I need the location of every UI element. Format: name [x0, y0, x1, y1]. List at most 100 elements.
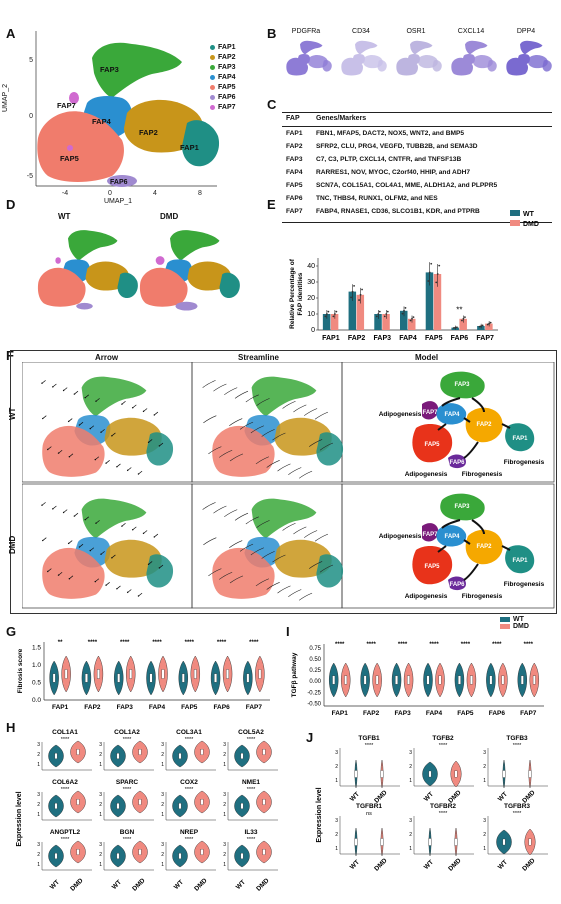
svg-text:FAP5: FAP5 [424, 564, 440, 570]
svg-text:3: 3 [99, 842, 102, 848]
umap-legend-dot [210, 44, 215, 50]
violin-xtick: FAP3 [394, 710, 411, 717]
violin-group-fap4 [423, 662, 445, 698]
violin-ytick: 0.00 [309, 679, 321, 685]
violin-ytick: 0.0 [32, 697, 41, 704]
umap-legend-label: FAP4 [218, 73, 236, 81]
svg-text:3: 3 [161, 742, 164, 748]
umap-legend: FAP1 FAP2 FAP3 FAP4 FAP5 FAP6 FAP7 [210, 42, 236, 112]
violin-xtick: FAP5 [457, 710, 474, 717]
gene-name: TGFB2 [432, 735, 454, 742]
violin-group-fap4 [146, 655, 168, 696]
violin-group-fap1 [329, 662, 351, 698]
svg-text:3: 3 [161, 842, 164, 848]
marker-plot-osr1: OSR1 [390, 28, 442, 82]
expression-xlabel: DMD [521, 857, 537, 873]
svg-text:FAP2: FAP2 [476, 422, 492, 428]
violin-significance: **** [398, 642, 408, 648]
table-header: FAP Genes/Markers [286, 115, 366, 122]
svg-text:2: 2 [409, 832, 412, 838]
svg-text:-5: -5 [27, 173, 33, 180]
table-header-genes: Genes/Markers [316, 115, 367, 122]
svg-text:FAP3: FAP3 [454, 382, 470, 388]
bar-ytick: 0 [311, 327, 315, 334]
svg-text:1: 1 [37, 812, 40, 818]
svg-text:FAP4: FAP4 [444, 534, 460, 540]
umap-legend-dot [210, 54, 215, 60]
panel-letter-g: G [6, 624, 17, 639]
violin-group-fap1 [49, 655, 71, 696]
panel-letter-f: F [6, 348, 14, 363]
umap-legend-item: FAP1 [210, 42, 236, 52]
table-cell-fap: FAP3 [286, 156, 303, 163]
model-label-fibrogenesis: Fibrogenesis [504, 459, 545, 466]
gene-significance: **** [61, 737, 70, 743]
svg-text:FAP6: FAP6 [449, 582, 465, 588]
bar-xtick: FAP6 [451, 335, 469, 342]
gene-significance: **** [365, 743, 374, 749]
bar-dmd-fap4 [408, 318, 416, 330]
velocity-row-wt: WT [8, 407, 17, 420]
bar-wt-fap3 [374, 314, 382, 330]
gene-significance: **** [247, 837, 256, 843]
bar-dmd-fap5 [433, 274, 442, 330]
umap-legend-label: FAP2 [218, 53, 236, 61]
marker-plot-title: CXCL14 [457, 28, 485, 35]
expression-xlabel: DMD [447, 857, 463, 873]
svg-text:1: 1 [99, 762, 102, 768]
gene-significance: **** [123, 787, 132, 793]
wt-dmd-legend: WT DMD [500, 616, 529, 630]
umap-legend-label: FAP3 [218, 63, 236, 71]
violin-significance: **** [335, 642, 345, 648]
violin-xtick: FAP6 [489, 710, 506, 717]
svg-text:FAP1: FAP1 [512, 558, 528, 564]
svg-text:2: 2 [161, 852, 164, 858]
svg-text:3: 3 [223, 792, 226, 798]
svg-text:2: 2 [223, 752, 226, 758]
umap-legend-label: FAP1 [218, 43, 236, 51]
umap-legend-dot [210, 104, 215, 110]
velocity-umap [202, 498, 344, 601]
gene-name: COX2 [180, 779, 198, 786]
gene-name: TGFB3 [506, 735, 528, 742]
svg-text:1: 1 [409, 846, 412, 852]
svg-text:2: 2 [99, 852, 102, 858]
svg-text:3: 3 [483, 750, 486, 756]
violin-xtick: FAP7 [520, 710, 537, 717]
svg-text:FAP6: FAP6 [449, 460, 465, 466]
umap-wt-title: WT [58, 212, 71, 221]
expression-xlabel: WT [349, 859, 361, 871]
violin-xtick: FAP6 [213, 704, 230, 711]
svg-text:FAP3: FAP3 [454, 504, 470, 510]
panel-letter-i: I [286, 624, 290, 639]
panel-letter-d: D [6, 197, 16, 212]
svg-text:4: 4 [153, 190, 157, 197]
bar-dmd-fap7 [485, 323, 493, 330]
bar-xtick: FAP4 [399, 335, 417, 342]
expression-xlabel: WT [497, 791, 509, 803]
umap-xlabel: UMAP_1 [104, 198, 133, 205]
umap-legend-item: FAP5 [210, 82, 236, 92]
umap-cluster-fap1 [182, 120, 220, 167]
panel-letter-a: A [6, 26, 16, 41]
expression-xlabel: WT [49, 879, 61, 891]
gene-name: COL1A2 [114, 729, 140, 736]
table-row: FAP2 SFRP2, CLU, PRG4, VEGFD, TUBB2B, and… [286, 143, 478, 150]
table-cell-fap: FAP1 [286, 130, 303, 137]
marker-plot-umap [451, 40, 497, 76]
violin-significance: **** [429, 642, 439, 648]
expression-xlabel: DMD [373, 857, 389, 873]
svg-text:3: 3 [37, 842, 40, 848]
gene-name: BGN [120, 829, 135, 836]
bar-xtick: FAP3 [374, 335, 392, 342]
marker-plot-title: OSR1 [406, 28, 426, 35]
marker-feature-plots: PDGFRa CD34 OSR1 CXCL14 DPP4 [280, 28, 555, 88]
violin-ytick: -0.25 [307, 690, 321, 696]
gene-significance: **** [439, 743, 448, 749]
violin-group-fap3 [114, 655, 136, 696]
velocity-col-arrow: Arrow [95, 353, 119, 362]
gene-name: SPARC [116, 779, 139, 786]
table-cell-fap: FAP5 [286, 182, 303, 189]
gene-name: TGFBR2 [430, 803, 456, 810]
